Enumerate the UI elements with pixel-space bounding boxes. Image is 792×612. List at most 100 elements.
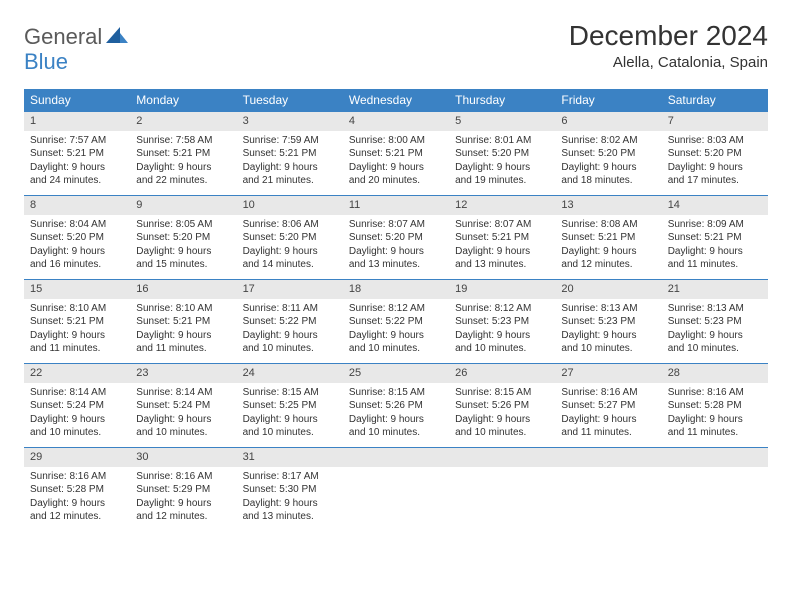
sunset-text: Sunset: 5:21 PM <box>349 147 443 161</box>
day-number: 25 <box>343 363 449 383</box>
daylight-text-2: and 20 minutes. <box>349 174 443 188</box>
sunrise-text: Sunrise: 8:16 AM <box>30 470 124 484</box>
daylight-text-1: Daylight: 9 hours <box>136 245 230 259</box>
day-body: Sunrise: 8:17 AMSunset: 5:30 PMDaylight:… <box>237 467 343 528</box>
sunset-text: Sunset: 5:22 PM <box>349 315 443 329</box>
calendar-cell: 6Sunrise: 8:02 AMSunset: 5:20 PMDaylight… <box>555 111 661 195</box>
daylight-text-2: and 10 minutes. <box>561 342 655 356</box>
daylight-text-2: and 10 minutes. <box>455 342 549 356</box>
calendar-row: 8Sunrise: 8:04 AMSunset: 5:20 PMDaylight… <box>24 195 768 279</box>
day-body: Sunrise: 8:04 AMSunset: 5:20 PMDaylight:… <box>24 215 130 276</box>
daylight-text-2: and 10 minutes. <box>668 342 762 356</box>
day-number: 24 <box>237 363 343 383</box>
weekday-header: Saturday <box>662 89 768 111</box>
calendar-cell <box>662 447 768 531</box>
sunset-text: Sunset: 5:21 PM <box>136 315 230 329</box>
day-number: 15 <box>24 279 130 299</box>
day-body: Sunrise: 8:01 AMSunset: 5:20 PMDaylight:… <box>449 131 555 192</box>
sunrise-text: Sunrise: 8:16 AM <box>668 386 762 400</box>
daylight-text-1: Daylight: 9 hours <box>455 245 549 259</box>
sunrise-text: Sunrise: 8:00 AM <box>349 134 443 148</box>
calendar-cell: 19Sunrise: 8:12 AMSunset: 5:23 PMDayligh… <box>449 279 555 363</box>
daylight-text-2: and 11 minutes. <box>136 342 230 356</box>
daylight-text-2: and 11 minutes. <box>668 426 762 440</box>
weekday-header: Monday <box>130 89 236 111</box>
daylight-text-2: and 10 minutes. <box>349 342 443 356</box>
day-number: 30 <box>130 447 236 467</box>
daylight-text-1: Daylight: 9 hours <box>30 413 124 427</box>
daylight-text-2: and 10 minutes. <box>243 342 337 356</box>
sunrise-text: Sunrise: 8:17 AM <box>243 470 337 484</box>
calendar-row: 22Sunrise: 8:14 AMSunset: 5:24 PMDayligh… <box>24 363 768 447</box>
day-body: Sunrise: 8:07 AMSunset: 5:20 PMDaylight:… <box>343 215 449 276</box>
sunrise-text: Sunrise: 8:14 AM <box>30 386 124 400</box>
daylight-text-2: and 17 minutes. <box>668 174 762 188</box>
sunset-text: Sunset: 5:24 PM <box>30 399 124 413</box>
sunrise-text: Sunrise: 7:59 AM <box>243 134 337 148</box>
calendar-cell: 7Sunrise: 8:03 AMSunset: 5:20 PMDaylight… <box>662 111 768 195</box>
day-body: Sunrise: 8:13 AMSunset: 5:23 PMDaylight:… <box>555 299 661 360</box>
daylight-text-2: and 15 minutes. <box>136 258 230 272</box>
sunrise-text: Sunrise: 7:57 AM <box>30 134 124 148</box>
sunrise-text: Sunrise: 8:16 AM <box>561 386 655 400</box>
daylight-text-1: Daylight: 9 hours <box>136 497 230 511</box>
day-number: 16 <box>130 279 236 299</box>
day-body: Sunrise: 8:13 AMSunset: 5:23 PMDaylight:… <box>662 299 768 360</box>
calendar-cell: 22Sunrise: 8:14 AMSunset: 5:24 PMDayligh… <box>24 363 130 447</box>
daylight-text-1: Daylight: 9 hours <box>455 413 549 427</box>
sunset-text: Sunset: 5:20 PM <box>136 231 230 245</box>
calendar-cell: 16Sunrise: 8:10 AMSunset: 5:21 PMDayligh… <box>130 279 236 363</box>
day-body: Sunrise: 8:15 AMSunset: 5:25 PMDaylight:… <box>237 383 343 444</box>
day-number: 27 <box>555 363 661 383</box>
day-number: 8 <box>24 195 130 215</box>
daylight-text-1: Daylight: 9 hours <box>243 245 337 259</box>
calendar-cell: 11Sunrise: 8:07 AMSunset: 5:20 PMDayligh… <box>343 195 449 279</box>
sunset-text: Sunset: 5:27 PM <box>561 399 655 413</box>
day-body: Sunrise: 8:16 AMSunset: 5:29 PMDaylight:… <box>130 467 236 528</box>
day-body: Sunrise: 8:06 AMSunset: 5:20 PMDaylight:… <box>237 215 343 276</box>
day-body: Sunrise: 7:58 AMSunset: 5:21 PMDaylight:… <box>130 131 236 192</box>
daylight-text-2: and 19 minutes. <box>455 174 549 188</box>
sunset-text: Sunset: 5:24 PM <box>136 399 230 413</box>
daylight-text-1: Daylight: 9 hours <box>349 245 443 259</box>
daylight-text-1: Daylight: 9 hours <box>455 329 549 343</box>
daylight-text-2: and 24 minutes. <box>30 174 124 188</box>
daylight-text-1: Daylight: 9 hours <box>668 245 762 259</box>
daylight-text-2: and 13 minutes. <box>455 258 549 272</box>
weekday-header: Tuesday <box>237 89 343 111</box>
sunset-text: Sunset: 5:28 PM <box>30 483 124 497</box>
day-number: 31 <box>237 447 343 467</box>
sunset-text: Sunset: 5:29 PM <box>136 483 230 497</box>
day-body: Sunrise: 8:16 AMSunset: 5:28 PMDaylight:… <box>24 467 130 528</box>
daylight-text-1: Daylight: 9 hours <box>243 497 337 511</box>
day-body: Sunrise: 8:14 AMSunset: 5:24 PMDaylight:… <box>24 383 130 444</box>
sunrise-text: Sunrise: 8:10 AM <box>136 302 230 316</box>
sunrise-text: Sunrise: 8:14 AM <box>136 386 230 400</box>
sunset-text: Sunset: 5:20 PM <box>455 147 549 161</box>
day-number: 6 <box>555 111 661 131</box>
day-body: Sunrise: 8:10 AMSunset: 5:21 PMDaylight:… <box>130 299 236 360</box>
sunset-text: Sunset: 5:23 PM <box>455 315 549 329</box>
day-number: 1 <box>24 111 130 131</box>
day-number: 7 <box>662 111 768 131</box>
calendar-cell <box>555 447 661 531</box>
daylight-text-1: Daylight: 9 hours <box>136 161 230 175</box>
daylight-text-1: Daylight: 9 hours <box>349 413 443 427</box>
daylight-text-1: Daylight: 9 hours <box>668 161 762 175</box>
calendar-row: 15Sunrise: 8:10 AMSunset: 5:21 PMDayligh… <box>24 279 768 363</box>
day-number: 10 <box>237 195 343 215</box>
daylight-text-2: and 12 minutes. <box>30 510 124 524</box>
daylight-text-1: Daylight: 9 hours <box>349 329 443 343</box>
day-number: 21 <box>662 279 768 299</box>
day-body: Sunrise: 8:15 AMSunset: 5:26 PMDaylight:… <box>449 383 555 444</box>
daylight-text-2: and 10 minutes. <box>455 426 549 440</box>
day-number: 3 <box>237 111 343 131</box>
day-number <box>449 447 555 467</box>
day-body: Sunrise: 7:57 AMSunset: 5:21 PMDaylight:… <box>24 131 130 192</box>
daylight-text-1: Daylight: 9 hours <box>243 329 337 343</box>
sunset-text: Sunset: 5:22 PM <box>243 315 337 329</box>
sunset-text: Sunset: 5:21 PM <box>561 231 655 245</box>
sunrise-text: Sunrise: 8:08 AM <box>561 218 655 232</box>
daylight-text-2: and 22 minutes. <box>136 174 230 188</box>
day-body: Sunrise: 8:12 AMSunset: 5:22 PMDaylight:… <box>343 299 449 360</box>
